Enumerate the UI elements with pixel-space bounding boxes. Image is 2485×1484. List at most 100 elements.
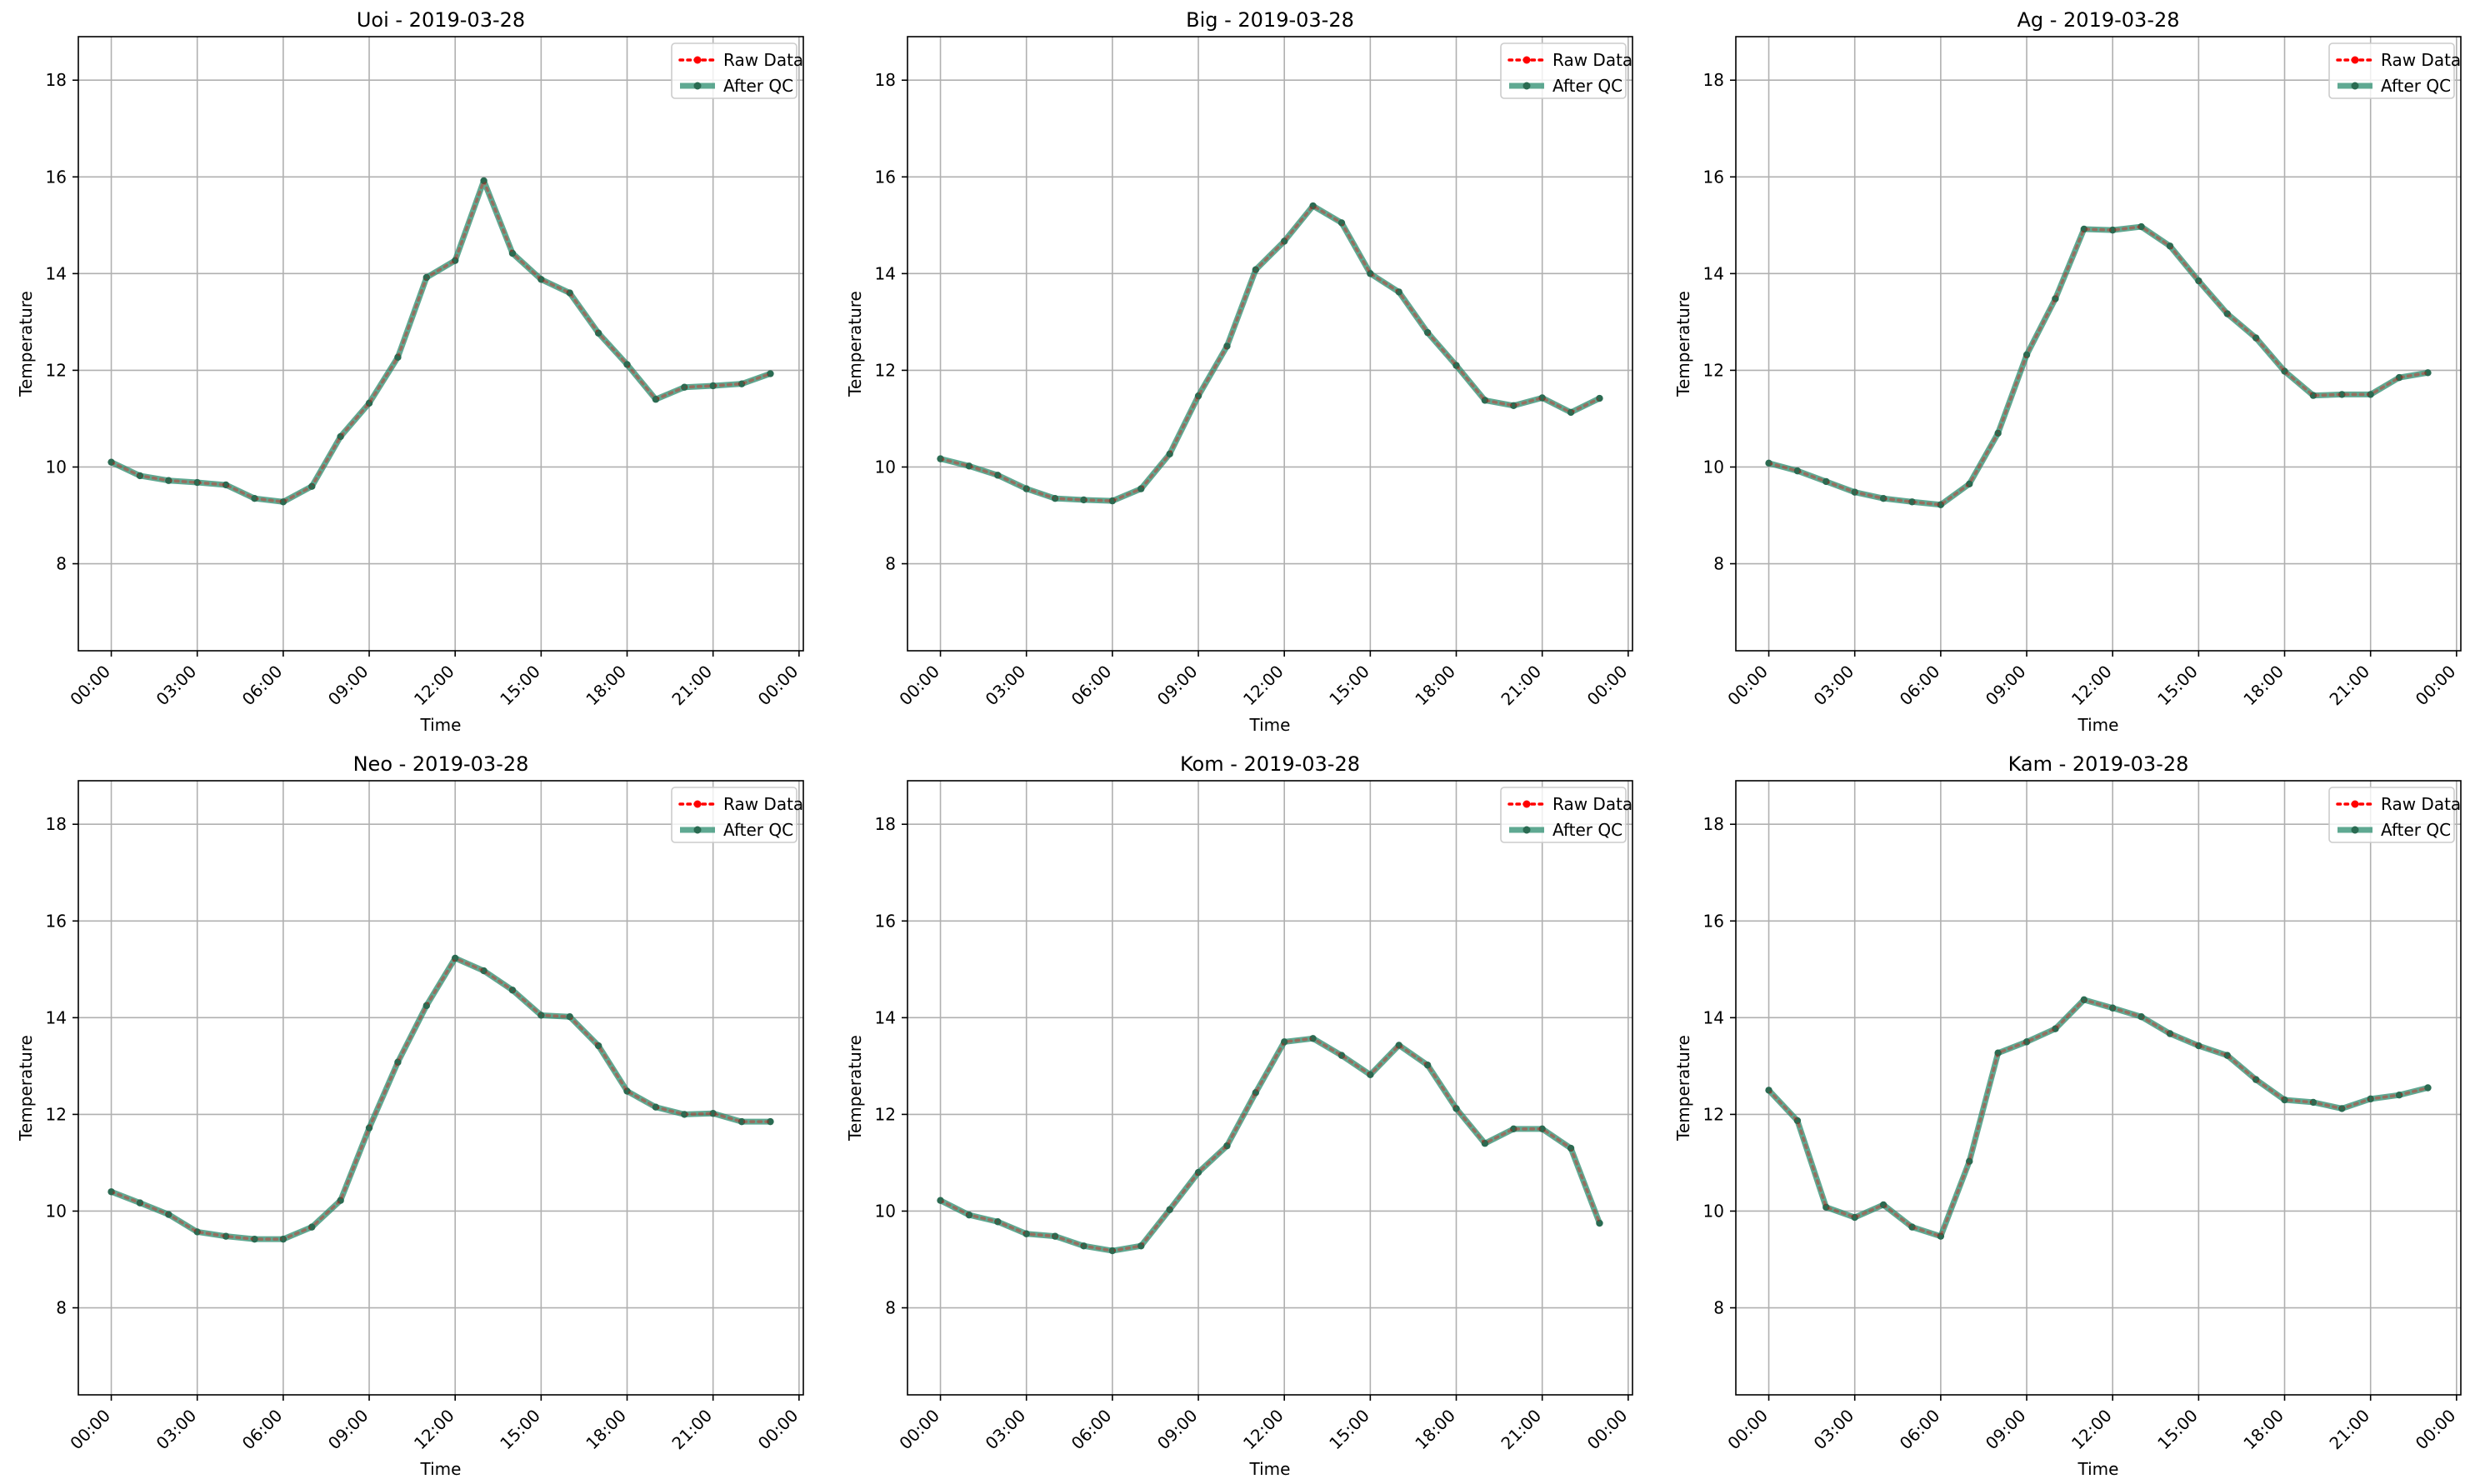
- legend-raw-label: Raw Data: [723, 50, 803, 70]
- raw-point: [739, 382, 744, 386]
- raw-point: [1852, 1215, 1857, 1220]
- raw-point: [2426, 1086, 2430, 1090]
- raw-point: [109, 460, 113, 464]
- raw-point: [682, 385, 687, 389]
- raw-point: [1253, 267, 1258, 272]
- raw-point: [2225, 1053, 2229, 1057]
- x-tick-label: 00:00: [1583, 662, 1632, 710]
- raw-point: [653, 1105, 658, 1109]
- legend-qc-marker: [693, 826, 702, 834]
- x-tick-label: 15:00: [496, 662, 544, 710]
- raw-point: [2282, 1097, 2287, 1102]
- x-tick-label: 03:00: [152, 662, 201, 710]
- legend-qc-marker: [1522, 82, 1531, 90]
- raw-point: [625, 1089, 629, 1093]
- raw-point: [2397, 1093, 2402, 1097]
- x-tick-label: 21:00: [668, 662, 716, 710]
- y-tick-label: 18: [46, 814, 67, 834]
- raw-point: [1996, 1051, 2000, 1055]
- x-tick-label: 21:00: [1497, 662, 1545, 710]
- y-axis-label: Temperature: [16, 1035, 36, 1142]
- raw-point: [938, 457, 942, 461]
- series-line-raw: [1767, 997, 2430, 1238]
- x-axis-label: Time: [420, 1459, 462, 1479]
- raw-point: [653, 397, 658, 402]
- legend-qc-label: After QC: [2381, 76, 2451, 96]
- raw-point: [1052, 1234, 1058, 1238]
- raw-point: [252, 1237, 257, 1242]
- raw-point: [539, 277, 543, 282]
- y-tick-label: 18: [1703, 814, 1724, 834]
- legend-qc-marker: [2351, 826, 2359, 834]
- raw-point: [1425, 330, 1430, 335]
- raw-point: [2082, 997, 2087, 1002]
- y-tick-label: 14: [875, 1007, 896, 1027]
- y-tick-label: 10: [46, 1201, 67, 1221]
- legend-raw-marker: [2351, 800, 2359, 808]
- raw-point: [2053, 1027, 2058, 1031]
- raw-point: [1225, 1143, 1229, 1148]
- y-tick-label: 14: [1703, 263, 1724, 283]
- x-tick-label: 06:00: [1896, 1406, 1944, 1454]
- y-tick-label: 8: [1713, 1298, 1724, 1318]
- y-axis-label: Temperature: [845, 1035, 865, 1142]
- raw-point: [195, 1230, 199, 1234]
- raw-point: [711, 1112, 715, 1116]
- raw-point: [223, 1234, 228, 1238]
- series-line-after-qc: [939, 202, 1601, 504]
- x-tick-label: 15:00: [1325, 662, 1373, 710]
- series-line-after-qc: [110, 955, 771, 1242]
- series-line-raw: [1767, 225, 2430, 507]
- raw-point: [2024, 1040, 2029, 1044]
- x-tick-label: 15:00: [2153, 662, 2202, 710]
- raw-point: [1881, 1202, 1886, 1207]
- raw-point: [1598, 1221, 1602, 1226]
- raw-point: [1540, 396, 1544, 400]
- y-axis-label: Temperature: [1673, 291, 1693, 397]
- raw-point: [310, 484, 314, 488]
- x-tick-label: 00:00: [2412, 662, 2460, 710]
- axes-frame: [78, 780, 804, 1396]
- raw-point: [2197, 1043, 2201, 1048]
- raw-point: [2139, 224, 2143, 229]
- chart-title: Uoi - 2019-03-28: [357, 8, 525, 32]
- raw-point: [1253, 1091, 1258, 1095]
- x-tick-label: 12:00: [410, 662, 458, 710]
- raw-point: [167, 1212, 171, 1217]
- x-tick-label: 03:00: [982, 1406, 1030, 1454]
- raw-point: [1339, 1053, 1344, 1057]
- y-tick-label: 18: [875, 814, 896, 834]
- raw-point: [1368, 272, 1372, 276]
- raw-point: [138, 473, 142, 478]
- y-tick-label: 10: [46, 457, 67, 477]
- x-tick-label: 12:00: [2068, 1406, 2116, 1454]
- raw-point: [1311, 1037, 1315, 1041]
- x-tick-label: 09:00: [324, 662, 372, 710]
- legend-qc-label: After QC: [723, 820, 793, 840]
- raw-point: [1568, 1146, 1573, 1151]
- x-tick-label: 09:00: [324, 1406, 372, 1454]
- chart-title: Big - 2019-03-28: [1186, 8, 1354, 32]
- raw-point: [452, 956, 458, 961]
- raw-point: [2368, 392, 2372, 397]
- x-tick-label: 21:00: [2325, 1406, 2373, 1454]
- legend-raw-label: Raw Data: [723, 794, 803, 814]
- x-tick-label: 00:00: [895, 1406, 943, 1454]
- x-tick-label: 03:00: [152, 1406, 201, 1454]
- y-tick-label: 14: [46, 263, 67, 283]
- raw-point: [938, 1198, 942, 1202]
- legend-raw-label: Raw Data: [1552, 794, 1632, 814]
- raw-point: [2168, 244, 2172, 248]
- x-tick-label: 15:00: [2153, 1406, 2202, 1454]
- x-axis-label: Time: [1249, 1459, 1291, 1479]
- raw-point: [1139, 487, 1143, 491]
- legend-qc-marker: [693, 82, 702, 90]
- raw-point: [1282, 239, 1287, 243]
- y-tick-label: 12: [46, 1104, 67, 1124]
- y-tick-label: 10: [1703, 457, 1724, 477]
- raw-point: [1767, 461, 1771, 466]
- x-axis-label: Time: [420, 715, 462, 735]
- x-tick-label: 00:00: [66, 662, 114, 710]
- x-tick-label: 09:00: [1982, 662, 2030, 710]
- raw-point: [2253, 336, 2258, 340]
